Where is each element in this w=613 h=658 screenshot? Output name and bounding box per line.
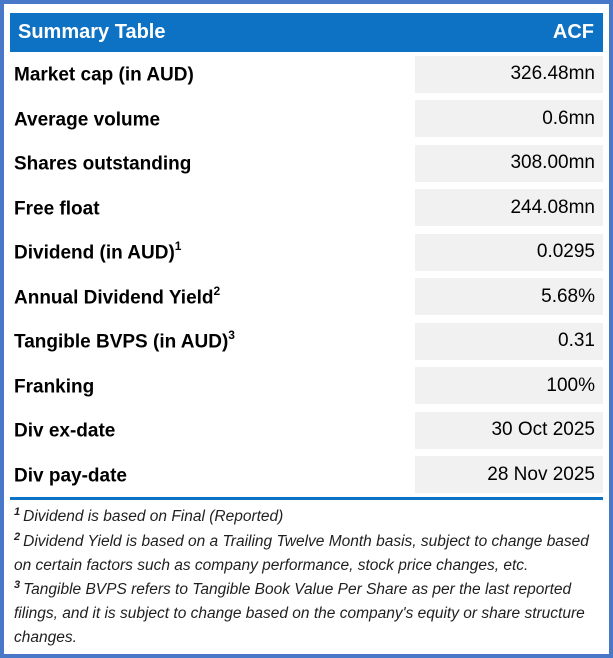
table-row: Div pay-date 28 Nov 2025 (10, 453, 603, 498)
footnote-superscript: 3 (14, 579, 21, 592)
footnote-text: Tangible BVPS refers to Tangible Book Va… (14, 581, 585, 646)
row-label: Average volume (10, 107, 160, 131)
footnote-superscript: 2 (14, 530, 21, 543)
row-label-text: Market cap (in AUD) (14, 64, 194, 86)
table-rows: Market cap (in AUD) 326.48mn Average vol… (10, 52, 603, 497)
row-label-text: Free float (14, 197, 100, 219)
table-row: Shares outstanding 308.00mn (10, 141, 603, 186)
row-label: Shares outstanding (10, 151, 191, 175)
row-value: 5.68% (415, 278, 603, 316)
row-label: Franking (10, 374, 94, 398)
footnote-divider (10, 497, 603, 500)
row-label: Dividend (in AUD)1 (10, 239, 182, 264)
row-label: Div pay-date (10, 463, 127, 487)
row-value: 326.48mn (415, 55, 603, 93)
row-label: Annual Dividend Yield2 (10, 283, 221, 309)
row-label: Free float (10, 196, 100, 220)
row-value: 30 Oct 2025 (415, 411, 603, 449)
row-label-text: Annual Dividend Yield (14, 286, 214, 308)
table-row: Free float 244.08mn (10, 186, 603, 231)
row-label-text: Shares outstanding (14, 153, 192, 175)
row-label-superscript: 3 (228, 328, 235, 343)
table-row: Dividend (in AUD)1 0.0295 (10, 230, 603, 275)
footnotes: 1 Dividend is based on Final (Reported) 2… (10, 500, 603, 650)
row-label-superscript: 1 (174, 239, 182, 254)
row-label: Market cap (in AUD) (10, 62, 194, 86)
footnote-item: 2 Dividend Yield is based on a Trailing T… (14, 529, 601, 578)
table-title: Summary Table (18, 21, 166, 43)
footnote-text: Dividend is based on Final (Reported) (23, 508, 284, 526)
footnote-text: Dividend Yield is based on a Trailing Tw… (14, 533, 589, 574)
footnote-item: 1 Dividend is based on Final (Reported) (14, 504, 601, 529)
table-row: Tangible BVPS (in AUD)3 0.31 (10, 319, 603, 364)
table-row: Franking 100% (10, 364, 603, 409)
row-label-text: Tangible BVPS (in AUD) (14, 331, 229, 353)
row-value: 244.08mn (415, 189, 603, 227)
row-value: 0.0295 (415, 233, 603, 271)
footnote-item: 3 Tangible BVPS refers to Tangible Book V… (14, 577, 601, 649)
row-label-text: Average volume (14, 108, 161, 130)
row-value: 28 Nov 2025 (415, 456, 603, 494)
table-header: Summary Table ACF (10, 13, 603, 52)
row-value: 0.6mn (415, 100, 603, 138)
row-label: Div ex-date (10, 418, 115, 442)
table-row: Market cap (in AUD) 326.48mn (10, 52, 603, 97)
row-label: Tangible BVPS (in AUD)3 (10, 328, 235, 353)
footnote-superscript: 1 (14, 506, 21, 518)
row-value: 308.00mn (415, 144, 603, 182)
ticker-label: ACF (552, 21, 594, 43)
table-row: Div ex-date 30 Oct 2025 (10, 408, 603, 453)
row-label-text: Div pay-date (14, 464, 127, 486)
row-label-text: Franking (14, 375, 95, 397)
row-label-superscript: 2 (213, 283, 221, 298)
row-value: 100% (415, 367, 603, 405)
row-label-text: Div ex-date (14, 420, 116, 442)
table-row: Average volume 0.6mn (10, 97, 603, 142)
table-row: Annual Dividend Yield2 5.68% (10, 275, 603, 320)
row-value: 0.31 (415, 322, 603, 360)
row-label-text: Dividend (in AUD) (14, 242, 175, 264)
